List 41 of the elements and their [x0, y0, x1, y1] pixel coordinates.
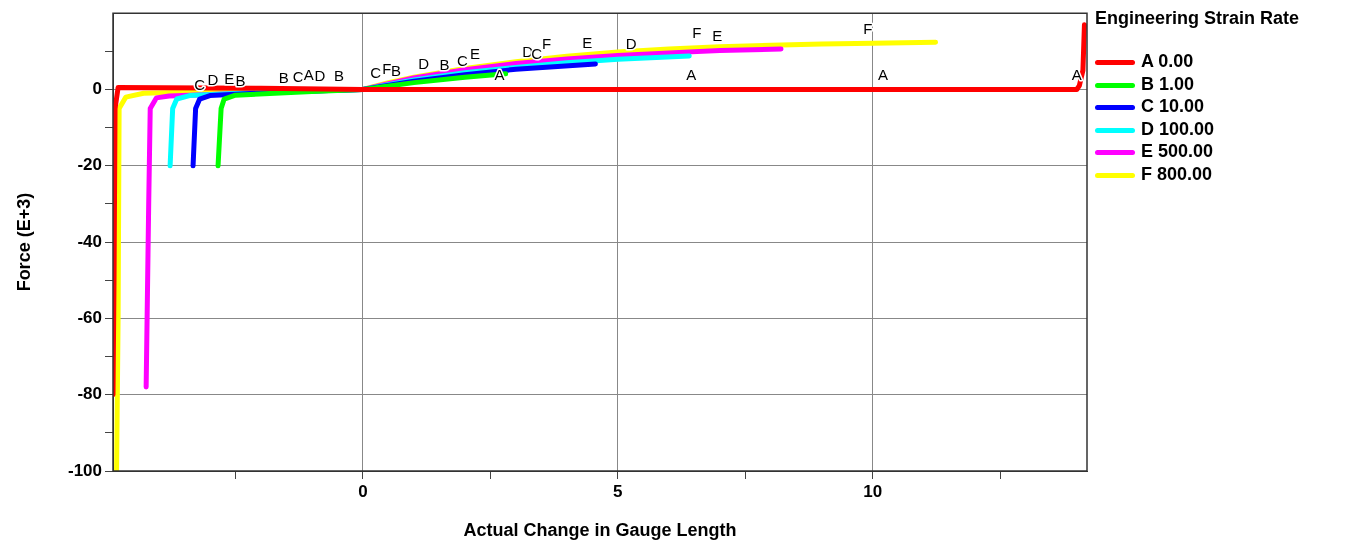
y-tick-label: -100 [67, 460, 102, 480]
legend-label: E 500.00 [1141, 141, 1214, 161]
annotation: C [456, 51, 468, 69]
annotation: B [333, 67, 344, 85]
annotation: F [863, 20, 873, 38]
annotation: E [470, 45, 481, 63]
legend-label: A 0.00 [1141, 51, 1194, 71]
y-tick-label: -40 [77, 231, 102, 251]
legend-label: C 10.00 [1141, 96, 1205, 116]
x-axis-title: Actual Change in Gauge Length [463, 520, 737, 541]
annotation: B [278, 69, 289, 87]
x-tick-label: 5 [613, 481, 623, 501]
y-tick-label: -60 [77, 308, 102, 328]
annotation: B [391, 61, 402, 79]
legend-label: D 100.00 [1141, 118, 1215, 139]
annotation: F [382, 59, 392, 77]
annotation: A [686, 66, 697, 84]
y-tick-label: -20 [77, 155, 102, 175]
x-tick-label: 10 [863, 481, 883, 501]
annotation: E [224, 70, 235, 88]
legend-label: F 800.00 [1141, 163, 1213, 184]
annotation: E [582, 34, 593, 52]
x-tick-label: 0 [358, 481, 368, 501]
annotation: B [235, 71, 246, 89]
legend-label: B 1.00 [1141, 73, 1195, 94]
annotation: B [439, 56, 450, 74]
y-tick-label: -80 [77, 384, 102, 404]
annotation: F [692, 24, 702, 42]
annotation: A [878, 66, 889, 84]
annotation: F [541, 35, 552, 53]
annotation: D [418, 55, 430, 73]
annotation: C [370, 64, 382, 82]
annotation: D [207, 71, 219, 89]
annotation: E [712, 27, 723, 45]
annotation: D [625, 35, 637, 53]
y-axis-title: Force (E+3) [13, 192, 34, 292]
annotation: D [314, 67, 326, 85]
annotation: C [292, 68, 304, 86]
annotation: A [303, 65, 314, 83]
legend-title: Engineering Strain Rate [1095, 8, 1300, 29]
y-tick-label: 0 [92, 79, 102, 99]
